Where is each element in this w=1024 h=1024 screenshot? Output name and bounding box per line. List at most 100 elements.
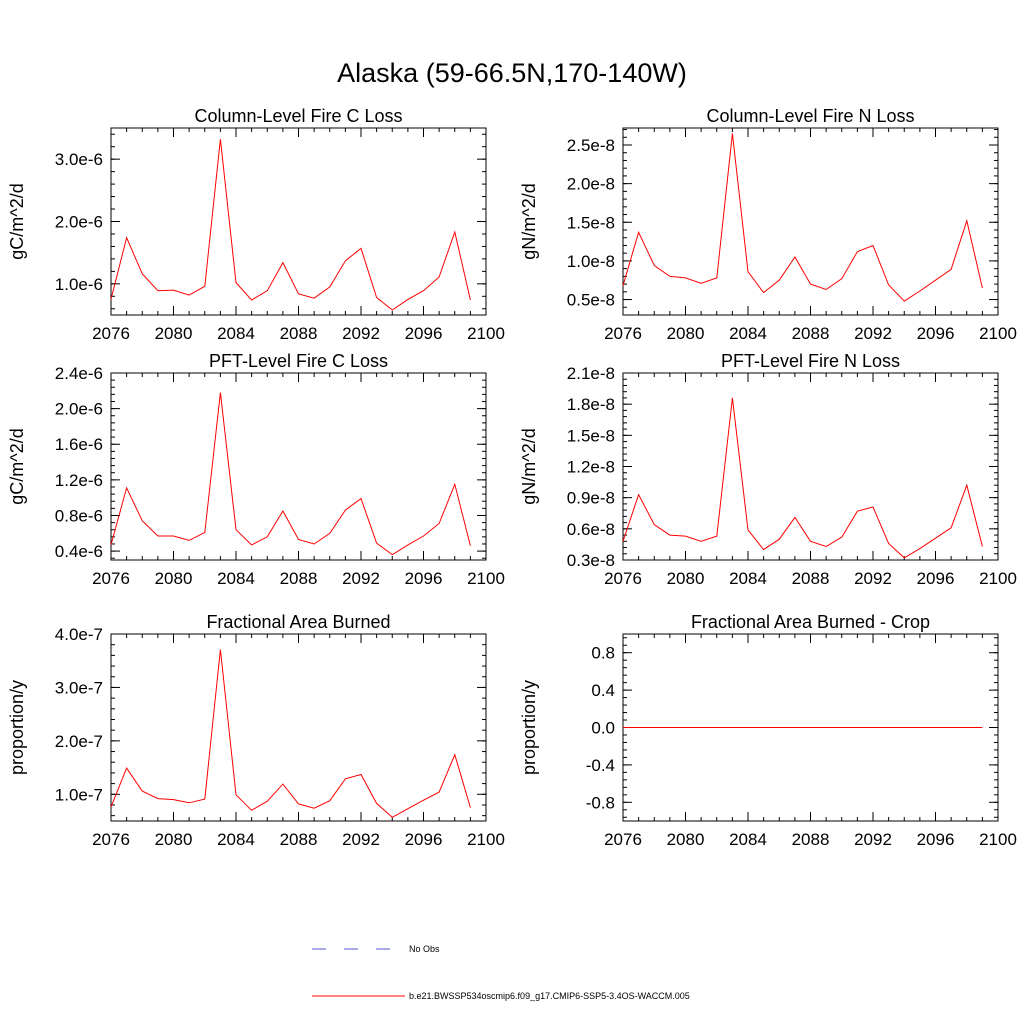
legend-model-label: b.e21.BWSSP534oscmip6.f09_g17.CMIP6-SSP5… (409, 991, 690, 1001)
x-tick-label: 2096 (405, 324, 443, 343)
chart-panel: PFT-Level Fire N Loss gN/m^2/d 2076 2080 208… (519, 351, 1017, 588)
y-tick-label: -0.8 (586, 793, 615, 812)
series-line (110, 649, 471, 818)
legend: No Obs b.e21.BWSSP534oscmip6.f09_g17.CMI… (312, 944, 690, 1001)
y-tick-label: 1.0e-6 (55, 275, 103, 294)
y-tick-label: 2.5e-8 (567, 136, 615, 155)
x-tick-label: 2076 (604, 569, 642, 588)
x-tick-label: 2096 (405, 569, 443, 588)
y-tick-label: 2.0e-6 (55, 400, 103, 419)
x-tick-label: 2080 (155, 830, 193, 849)
y-tick-label: -0.4 (586, 756, 615, 775)
x-tick-label: 2100 (467, 569, 505, 588)
x-tick-label: 2080 (155, 569, 193, 588)
x-tick-label: 2092 (854, 324, 892, 343)
y-tick-label: 2.0e-6 (55, 213, 103, 232)
chart-panel: PFT-Level Fire C Loss gC/m^2/d 2076 2080 208… (7, 351, 505, 588)
x-tick-label: 2088 (280, 324, 318, 343)
x-tick-label: 2084 (217, 830, 255, 849)
chart-title: Fractional Area Burned (206, 612, 390, 632)
y-tick-label: 0.8 (591, 644, 615, 663)
x-tick-label: 2080 (667, 830, 705, 849)
x-tick-label: 2092 (342, 324, 380, 343)
series-line (110, 139, 471, 311)
plot-frame (622, 372, 999, 561)
x-tick-label: 2084 (729, 324, 767, 343)
x-tick-label: 2088 (792, 324, 830, 343)
y-tick-label: 1.0e-8 (567, 252, 615, 271)
x-tick-label: 2100 (979, 830, 1017, 849)
y-axis-label: gC/m^2/d (7, 428, 27, 504)
y-axis-label: proportion/y (519, 680, 539, 775)
x-tick-label: 2092 (854, 830, 892, 849)
y-tick-label: 1.2e-8 (567, 458, 615, 477)
y-tick-label: 1.2e-6 (55, 471, 103, 490)
y-tick-label: 1.6e-6 (55, 435, 103, 454)
plot-frame (110, 372, 487, 561)
x-tick-label: 2076 (92, 830, 130, 849)
chart-title: Fractional Area Burned - Crop (691, 612, 930, 632)
y-tick-label: 0.0 (591, 719, 615, 738)
panels: Column-Level Fire C Loss gC/m^2/d 2076 2080… (7, 106, 1017, 849)
chart-title: PFT-Level Fire C Loss (209, 351, 388, 371)
chart-title: Column-Level Fire C Loss (194, 106, 402, 126)
y-axis-label: gN/m^2/d (519, 183, 539, 259)
x-tick-label: 2088 (792, 830, 830, 849)
chart-title: Column-Level Fire N Loss (706, 106, 914, 126)
y-tick-label: 0.4e-6 (55, 542, 103, 561)
x-tick-label: 2088 (280, 569, 318, 588)
series-line (110, 392, 471, 556)
x-tick-label: 2076 (604, 830, 642, 849)
series-line (622, 397, 983, 559)
x-tick-label: 2080 (667, 324, 705, 343)
y-tick-label: 0.5e-8 (567, 291, 615, 310)
chart-panel: Column-Level Fire N Loss gN/m^2/d 2076 2080… (519, 106, 1017, 343)
chart-title: PFT-Level Fire N Loss (721, 351, 900, 371)
x-tick-label: 2088 (792, 569, 830, 588)
x-tick-label: 2100 (467, 324, 505, 343)
figure-title: Alaska (59-66.5N,170-140W) (337, 58, 687, 88)
plot-frame (110, 127, 487, 316)
x-tick-label: 2092 (854, 569, 892, 588)
y-tick-label: 2.4e-6 (55, 364, 103, 383)
y-tick-label: 1.5e-8 (567, 426, 615, 445)
x-tick-label: 2076 (92, 324, 130, 343)
y-tick-label: 3.0e-6 (55, 150, 103, 169)
y-tick-label: 4.0e-7 (55, 625, 103, 644)
y-tick-label: 0.3e-8 (567, 551, 615, 570)
x-tick-label: 2084 (729, 830, 767, 849)
y-axis-label: gC/m^2/d (7, 183, 27, 259)
x-tick-label: 2100 (979, 569, 1017, 588)
y-tick-label: 0.9e-8 (567, 489, 615, 508)
x-tick-label: 2092 (342, 830, 380, 849)
y-axis-label: gN/m^2/d (519, 428, 539, 504)
series-line (622, 133, 983, 302)
x-tick-label: 2092 (342, 569, 380, 588)
chart-panel: Column-Level Fire C Loss gC/m^2/d 2076 2080… (7, 106, 505, 343)
y-tick-label: 1.0e-7 (55, 785, 103, 804)
x-tick-label: 2076 (604, 324, 642, 343)
x-tick-label: 2096 (405, 830, 443, 849)
y-tick-label: 1.5e-8 (567, 213, 615, 232)
x-tick-label: 2084 (217, 569, 255, 588)
x-tick-label: 2084 (217, 324, 255, 343)
y-tick-label: 3.0e-7 (55, 678, 103, 697)
plot-frame (110, 633, 487, 822)
x-tick-label: 2080 (667, 569, 705, 588)
chart-panel: Fractional Area Burned proportion/y 2076 20… (7, 612, 505, 849)
y-tick-label: 2.1e-8 (567, 364, 615, 383)
x-tick-label: 2100 (979, 324, 1017, 343)
x-tick-label: 2096 (917, 324, 955, 343)
x-tick-label: 2084 (729, 569, 767, 588)
plot-frame (622, 127, 999, 316)
chart-panel: Fractional Area Burned - Crop proportion/… (519, 612, 1017, 849)
x-tick-label: 2088 (280, 830, 318, 849)
x-tick-label: 2096 (917, 830, 955, 849)
y-tick-label: 2.0e-7 (55, 732, 103, 751)
y-tick-label: 1.8e-8 (567, 395, 615, 414)
x-tick-label: 2100 (467, 830, 505, 849)
y-axis-label: proportion/y (7, 680, 27, 775)
y-tick-label: 0.8e-6 (55, 506, 103, 525)
legend-obs-label: No Obs (409, 944, 440, 954)
